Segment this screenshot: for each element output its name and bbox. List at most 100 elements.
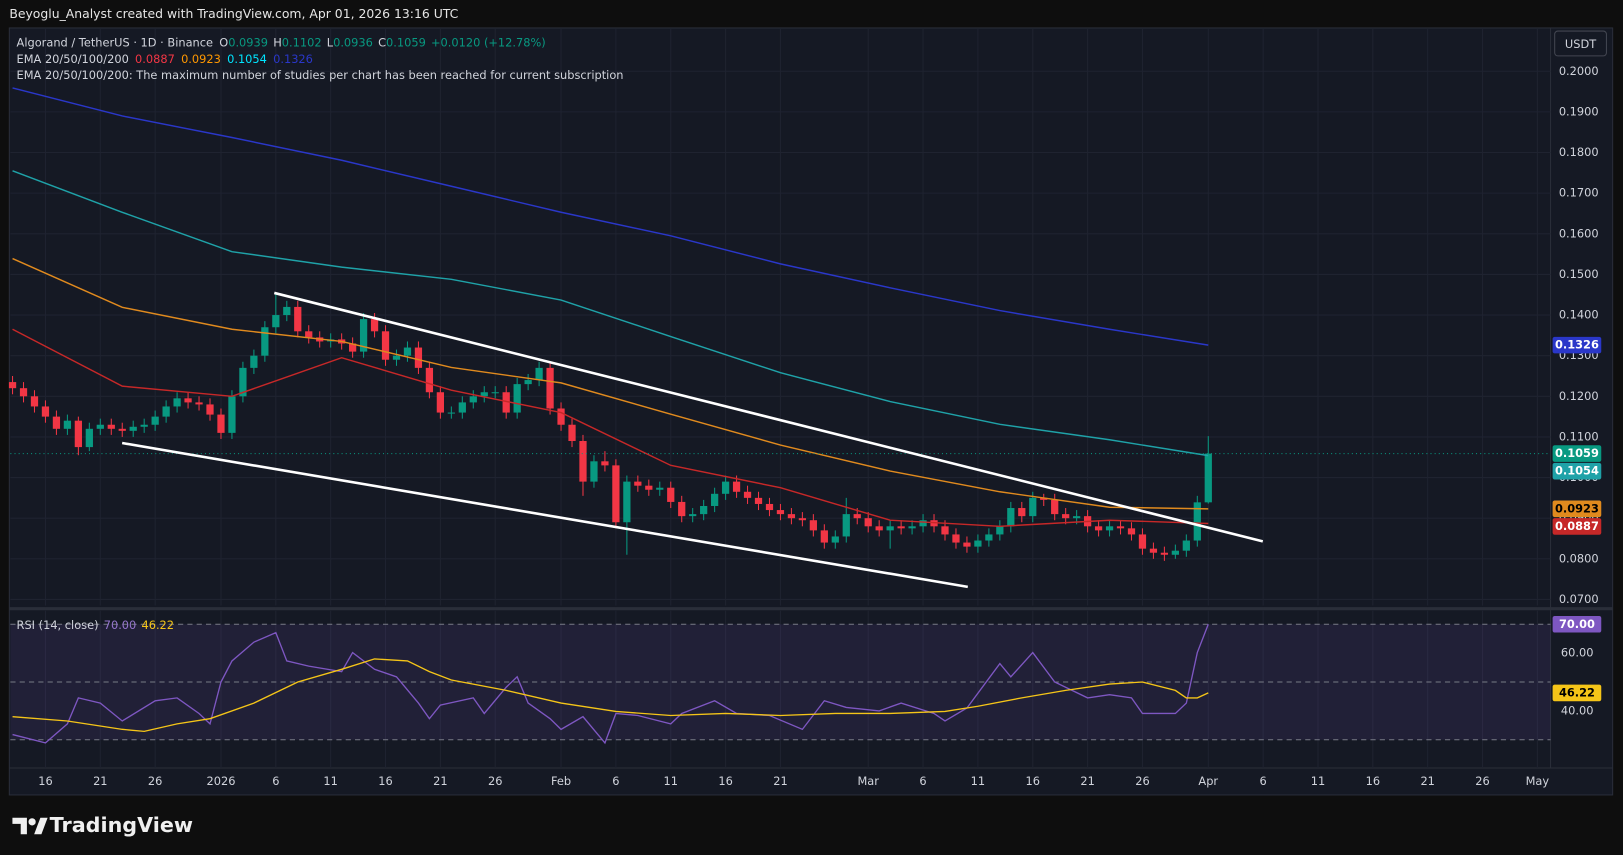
symbol-title: Algorand / TetherUS · 1D · Binance [17,35,213,49]
candle-body [195,402,203,405]
x-tick-label: 26 [148,774,162,788]
candle-body [919,520,927,527]
candle-body [601,461,609,466]
candle-body [206,404,214,415]
candle-body [1094,526,1103,531]
candle-body [1073,516,1081,519]
candle-body [689,514,697,517]
candle-body [250,355,258,368]
rsi-tick-label: 40.00 [1561,703,1594,717]
candle-body [1007,508,1015,527]
rsi-legend: RSI (14, close) 70.00 46.22 [17,618,174,632]
x-tick-label: 11 [323,774,337,788]
candle-body [809,520,817,531]
candle-body [656,487,664,490]
logo-mark [12,817,27,835]
indicator-value: 0.0923 [181,52,221,66]
candle-body [842,514,850,537]
price-badge-label: 70.00 [1559,617,1595,631]
y-tick-label: 0.1500 [1559,267,1599,281]
ema-line [12,87,1209,346]
candle-body [1193,502,1201,541]
price-badge [1552,518,1602,535]
candle-body [612,465,620,523]
candle-body [952,534,960,543]
ema-line [12,257,1209,510]
rsi-tick-label: 60.00 [1561,646,1594,660]
candle-body [623,481,631,523]
candle-body [140,424,148,427]
x-tick-label: 21 [1420,774,1434,788]
ema-line [12,170,1209,457]
candle-body [1204,453,1212,503]
ohlc-label: O [219,35,228,49]
candle-body [831,536,839,543]
chart-frame [8,27,1614,796]
candle-body [820,530,828,543]
candle-body [864,518,872,527]
indicator-legend: EMA 20/50/100/200 0.0887 0.0923 0.1054 0.132… [17,52,313,66]
candle-body [228,396,236,433]
candle-body [667,487,675,502]
candle-body [1127,528,1136,535]
trendline-upper [273,291,1264,543]
price-badge-label: 46.22 [1559,685,1595,699]
candle-body [392,355,401,360]
price-badge-label: 0.1326 [1555,338,1599,352]
y-tick-label: 0.0700 [1559,592,1599,606]
price-badge [1552,615,1602,633]
candle-body [283,306,291,316]
candle-body [875,526,883,531]
x-tick-label: 11 [664,774,678,788]
candle-body [118,428,126,431]
candle-body [535,367,543,381]
x-tick-label: 16 [1026,774,1040,788]
currency-label[interactable]: USDT [1565,37,1596,51]
candle-body [85,428,93,448]
x-tick-label: Apr [1198,774,1218,788]
candle-body [645,485,653,490]
candle-body [941,526,949,535]
candle-body [787,514,796,519]
candle-body [239,367,247,397]
candle-body [272,315,280,328]
rsi-ma-value: 46.22 [141,618,174,632]
x-tick-label: Mar [857,774,879,788]
candle-body [348,343,357,352]
rsi-background [10,623,1551,741]
rsi-title: RSI (14, close) [17,618,99,632]
candle-body [30,396,39,407]
x-tick-label: 16 [378,774,392,788]
price-badge [1552,684,1602,702]
x-tick-label: 26 [1475,774,1489,788]
currency-button[interactable] [1554,30,1607,57]
candle-body [403,347,412,356]
candle-body [1105,526,1114,531]
x-tick-label: 21 [1080,774,1094,788]
price-badge [1552,445,1602,462]
candle-body [96,424,104,429]
candle-body [151,416,159,425]
x-tick-label: 21 [93,774,107,788]
price-badge [1552,336,1602,354]
ema-line [12,328,1209,528]
candle-body [996,526,1004,535]
price-badge [1552,462,1602,480]
plot [8,87,1551,745]
x-tick-label: 16 [38,774,52,788]
candle-body [469,396,477,403]
price-badge-label: 0.1059 [1555,446,1599,460]
candle-body [568,424,576,441]
rsi-value: 70.00 [104,618,137,632]
candle-body [546,367,554,409]
candle-body [579,440,587,482]
candle-body [63,420,72,429]
candle-body [513,384,521,413]
brand-name: TradingView [50,813,193,837]
candle-body [1040,497,1048,500]
candle-body [711,493,719,506]
x-tick-label: 6 [612,774,619,788]
x-tick-label: 26 [1135,774,1149,788]
y-tick-label: 0.1200 [1559,389,1599,403]
